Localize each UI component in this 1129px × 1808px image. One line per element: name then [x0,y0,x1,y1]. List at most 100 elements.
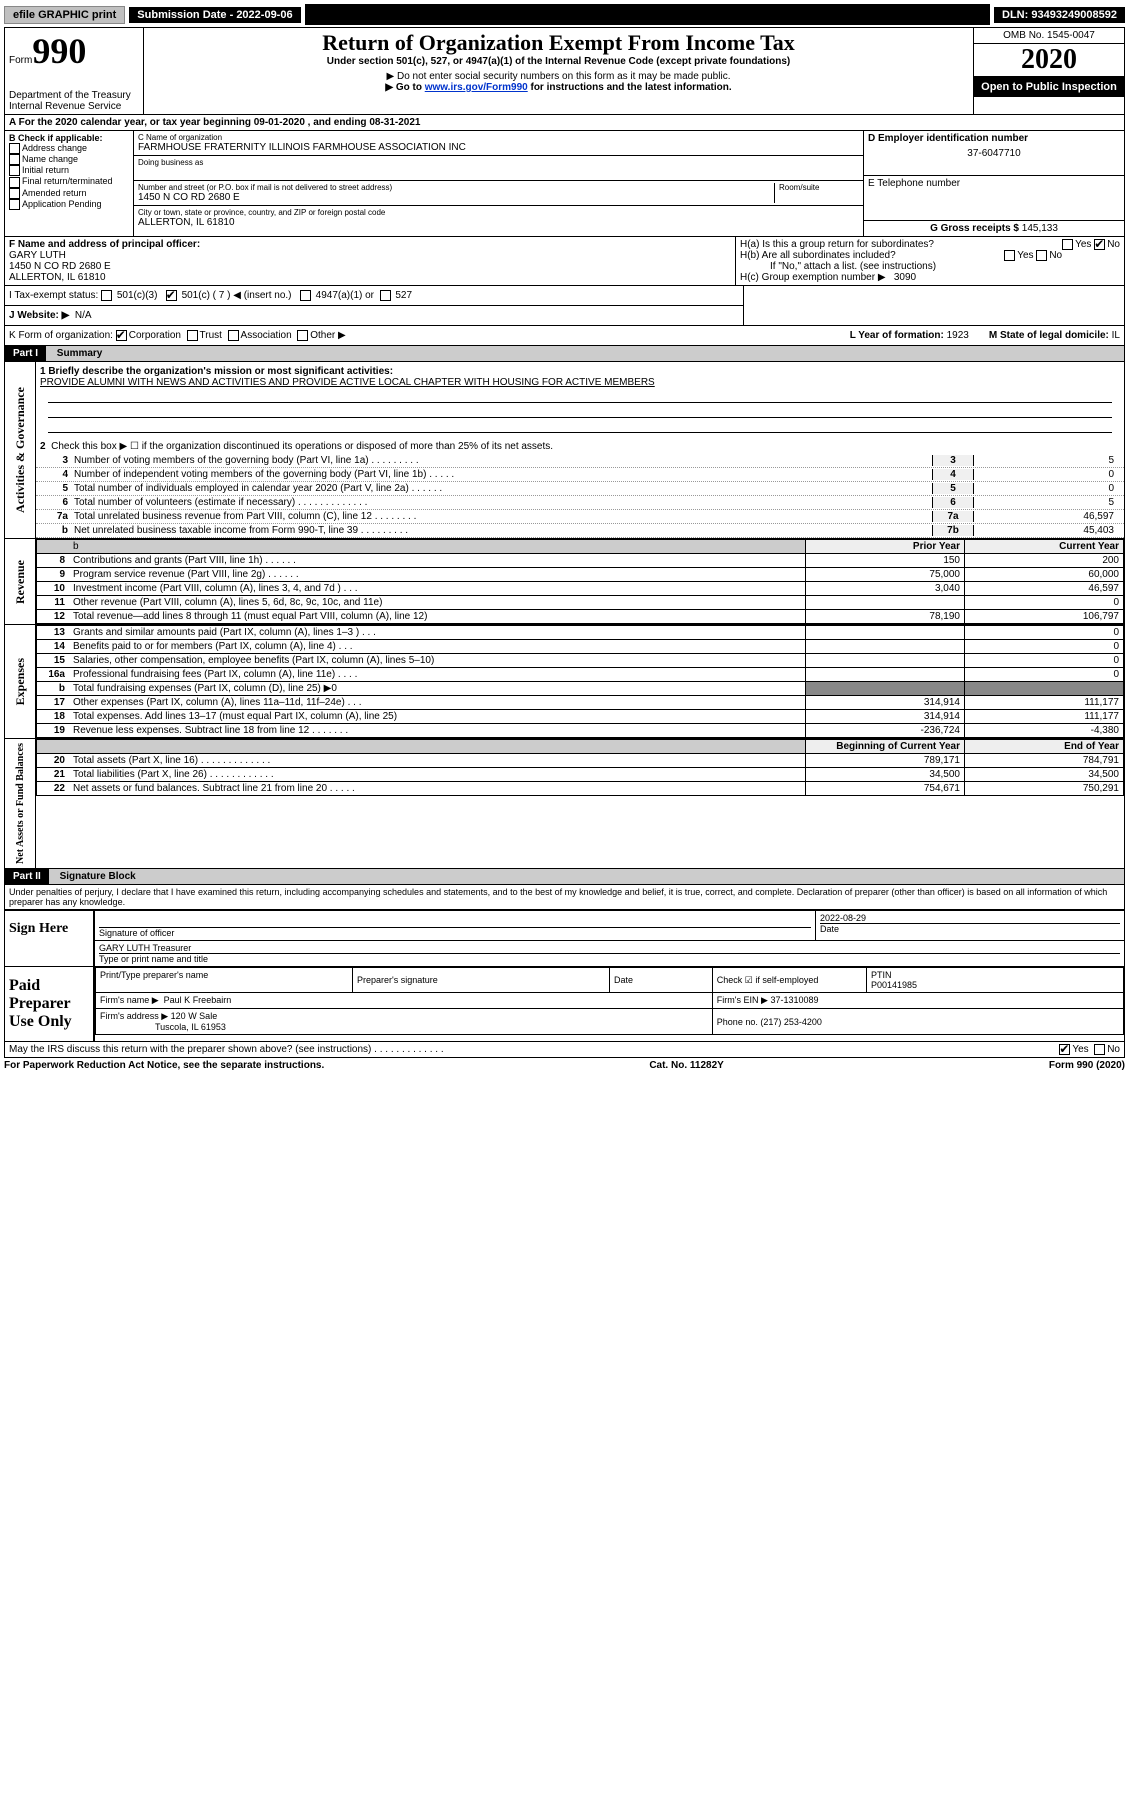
phone: (217) 253-4200 [760,1017,822,1027]
cb-501c[interactable] [166,290,177,301]
line2-text: Check this box ▶ ☐ if the organization d… [51,441,553,452]
cb-assoc[interactable] [228,330,239,341]
cb-527[interactable] [380,290,391,301]
page-footer: For Paperwork Reduction Act Notice, see … [4,1058,1125,1073]
expenses-table: 13Grants and similar amounts paid (Part … [36,625,1124,738]
footer-cat: Cat. No. 11282Y [649,1060,723,1071]
cb-amended[interactable]: Amended return [9,188,129,199]
ha-no[interactable] [1094,239,1105,250]
prep-date-label: Date [614,975,633,985]
cb-trust[interactable] [187,330,198,341]
na-cy-header: End of Year [965,740,1124,754]
firm-addr-label: Firm's address ▶ [100,1011,168,1021]
table-row: 19Revenue less expenses. Subtract line 1… [37,724,1124,738]
form-subtitle: Under section 501(c), 527, or 4947(a)(1)… [148,56,969,67]
part1-header: Part I [5,346,46,361]
opt-assoc: Association [241,330,292,341]
sig-date: 2022-08-29 [820,913,1120,923]
expenses-section: Expenses 13Grants and similar amounts pa… [5,625,1124,739]
note2-pre: ▶ Go to [385,82,424,93]
city-label: City or town, state or province, country… [138,208,859,217]
cb-other[interactable] [297,330,308,341]
section-c: C Name of organization FARMHOUSE FRATERN… [134,131,864,236]
vert-na: Net Assets or Fund Balances [13,739,28,868]
ptin: P00141985 [871,980,917,990]
m-label: M State of legal domicile: [989,330,1109,341]
discuss-yes[interactable] [1059,1044,1070,1055]
cb-initial-return[interactable]: Initial return [9,165,129,176]
cb-501c3[interactable] [101,290,112,301]
discuss-no[interactable] [1094,1044,1105,1055]
b-label: B Check if applicable: [9,133,103,143]
paid-prep-label: Paid Preparer Use Only [5,967,93,1041]
row-j: J Website: ▶ N/A [5,306,743,325]
instructions-link[interactable]: www.irs.gov/Form990 [425,82,528,93]
table-row: bTotal fundraising expenses (Part IX, co… [37,682,1124,696]
cb-4947[interactable] [300,290,311,301]
street-address: 1450 N CO RD 2680 E [138,192,774,203]
header-left: Form990 Department of the Treasury Inter… [5,28,144,114]
d-label: D Employer identification number [868,133,1028,144]
footer-left: For Paperwork Reduction Act Notice, see … [4,1060,324,1071]
dba-label: Doing business as [138,158,859,167]
gross-receipts: 145,133 [1022,223,1058,234]
net-assets-section: Net Assets or Fund Balances Beginning of… [5,739,1124,869]
paid-preparer-block: Paid Preparer Use Only Print/Type prepar… [4,967,1125,1042]
row-i: I Tax-exempt status: 501(c)(3) 501(c) ( … [5,286,743,306]
g-label: G Gross receipts $ [930,223,1019,234]
part2-header: Part II [5,869,49,884]
cb-address-change[interactable]: Address change [9,143,129,154]
l-label: L Year of formation: [850,330,944,341]
gov-line-7b: bNet unrelated business taxable income f… [36,524,1124,538]
f-label: F Name and address of principal officer: [9,239,200,250]
spacer-bar [305,4,990,25]
cy-header: Current Year [965,540,1124,554]
opt-other: Other ▶ [310,330,345,341]
firm-addr2: Tuscola, IL 61953 [155,1022,226,1032]
form-container: Form990 Department of the Treasury Inter… [4,27,1125,911]
sign-here-label: Sign Here [5,911,93,966]
phone-label: Phone no. [717,1017,758,1027]
table-row: 10Investment income (Part VIII, column (… [37,582,1124,596]
footer-right: Form 990 (2020) [1049,1060,1125,1071]
prep-sig-label: Preparer's signature [357,975,438,985]
form-header: Form990 Department of the Treasury Inter… [5,28,1124,115]
efile-button[interactable]: efile GRAPHIC print [4,6,125,24]
section-deg: D Employer identification number 37-6047… [864,131,1124,236]
check-self-emp[interactable]: Check ☑ if self-employed [717,975,819,985]
officer-typed-name: GARY LUTH Treasurer [99,943,1120,953]
ptin-label: PTIN [871,970,892,980]
hc-label: H(c) Group exemption number ▶ [740,272,886,283]
cb-application-pending[interactable]: Application Pending [9,199,129,210]
tax-year: 2020 [974,44,1124,77]
part1-title: Summary [49,346,111,361]
part1-header-row: Part I Summary [5,346,1124,362]
revenue-table: bPrior YearCurrent Year 8Contributions a… [36,539,1124,624]
hb-yes[interactable] [1004,250,1015,261]
table-row: 16aProfessional fundraising fees (Part I… [37,668,1124,682]
cb-name-change[interactable]: Name change [9,154,129,165]
table-row: 21Total liabilities (Part X, line 26) . … [37,768,1124,782]
cb-final-return[interactable]: Final return/terminated [9,176,129,187]
ha-yes[interactable] [1062,239,1073,250]
table-row: 18Total expenses. Add lines 13–17 (must … [37,710,1124,724]
row-ij: I Tax-exempt status: 501(c)(3) 501(c) ( … [5,286,1124,326]
open-public: Open to Public Inspection [974,77,1124,97]
officer-addr2: ALLERTON, IL 61810 [9,272,106,283]
discuss-row: May the IRS discuss this return with the… [4,1042,1125,1058]
j-label: J Website: ▶ [9,310,69,321]
part2-title: Signature Block [52,869,144,884]
l-val: 1923 [947,330,969,341]
form-label: Form [9,55,32,66]
vert-gov: Activities & Governance [11,383,30,517]
mission-text: PROVIDE ALUMNI WITH NEWS AND ACTIVITIES … [40,377,1120,388]
na-py-header: Beginning of Current Year [806,740,965,754]
table-row: 12Total revenue—add lines 8 through 11 (… [37,610,1124,624]
note2-post: for instructions and the latest informat… [528,82,732,93]
form-title: Return of Organization Exempt From Incom… [148,30,969,56]
table-row: 9Program service revenue (Part VIII, lin… [37,568,1124,582]
gov-line-7a: 7aTotal unrelated business revenue from … [36,510,1124,524]
cb-corp[interactable] [116,330,127,341]
table-row: 8Contributions and grants (Part VIII, li… [37,554,1124,568]
hb-no[interactable] [1036,250,1047,261]
